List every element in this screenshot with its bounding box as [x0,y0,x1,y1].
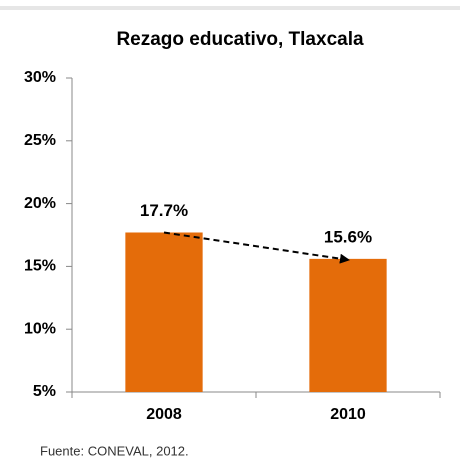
top-rule [0,6,460,10]
chart-title: Rezago educativo, Tlaxcala [116,29,364,50]
data-label: 15.6% [324,227,372,246]
y-tick-label: 20% [24,195,56,212]
x-tick-label: 2008 [146,406,182,423]
y-tick-label: 5% [33,383,56,400]
source-note: Fuente: CONEVAL, 2012. [40,443,189,458]
y-tick-label: 30% [24,69,56,86]
data-label: 17.7% [140,201,188,220]
bar [309,258,387,392]
bar [125,232,203,392]
y-tick-label: 10% [24,320,56,337]
y-tick-label: 25% [24,132,56,149]
trend-arrow [163,231,350,264]
y-tick-label: 15% [24,258,56,275]
x-tick-label: 2010 [330,406,366,423]
